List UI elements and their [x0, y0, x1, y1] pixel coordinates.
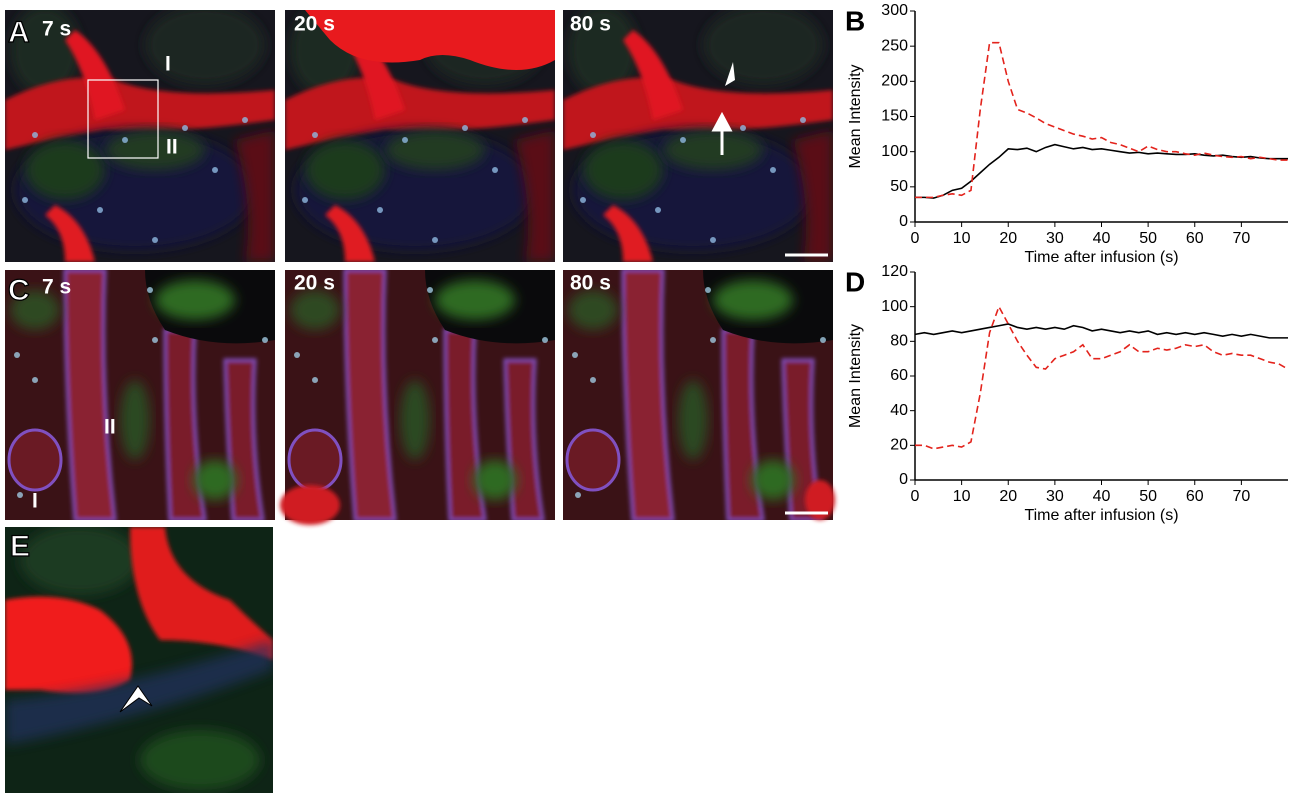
y-tick-label: 300: [881, 2, 908, 19]
x-tick-label: 0: [911, 488, 920, 505]
x-tick-label: 70: [1232, 230, 1250, 247]
frame-time: 7 s: [42, 18, 71, 41]
y-tick-label: 80: [890, 333, 908, 350]
y-axis-title: Mean Intensity: [847, 64, 864, 168]
data-line: [915, 304, 1289, 450]
y-tick-label: 100: [881, 143, 908, 160]
x-tick-label: 60: [1186, 488, 1204, 505]
y-tick-label: 20: [890, 437, 908, 454]
vessel-signal: [305, 10, 555, 70]
frame-time: 20 s: [294, 272, 335, 295]
y-tick-label: 50: [890, 178, 908, 195]
data-line: [915, 41, 1288, 199]
micrograph: [563, 5, 833, 262]
frame-time: 20 s: [294, 13, 335, 36]
frame-time: 80 s: [570, 272, 611, 295]
panel-e: E: [5, 527, 273, 793]
arrowhead: [119, 685, 153, 713]
x-tick-label: 40: [1093, 488, 1111, 505]
x-tick-label: 10: [953, 230, 971, 247]
x-tick-label: 20: [999, 488, 1017, 505]
region-label: II: [104, 416, 116, 439]
frame-time: 7 s: [42, 276, 71, 299]
y-tick-label: 200: [881, 73, 908, 90]
region-label: I: [32, 490, 38, 513]
x-axis-title: Time after infusion (s): [1024, 507, 1178, 524]
y-tick-label: 40: [890, 402, 908, 419]
x-tick-label: 10: [953, 488, 971, 505]
micrograph: [285, 270, 555, 520]
micrograph: [563, 270, 833, 520]
x-tick-label: 0: [911, 230, 920, 247]
region-label: II: [166, 136, 178, 159]
panel-a: A 7 s 20 s 80 s I II: [5, 5, 833, 262]
y-tick-label: 120: [881, 263, 908, 280]
y-axis-title: Mean Intensity: [847, 324, 864, 428]
y-tick-label: 100: [881, 298, 908, 315]
x-tick-label: 30: [1046, 488, 1064, 505]
panel-label: E: [10, 530, 30, 563]
panel-label: C: [8, 274, 30, 307]
x-tick-label: 50: [1139, 230, 1157, 247]
vessel-signal: [805, 480, 835, 520]
line-chart: D 0 20 40 60 80 100 120 0 10 20 30 40 50 60 70 Mean Inte…: [845, 263, 1289, 524]
arrowhead: [725, 62, 745, 86]
x-tick-label: 40: [1093, 230, 1111, 247]
y-tick-label: 0: [899, 471, 908, 488]
vessel-signal: [280, 485, 340, 525]
line-chart: B 0 50 100 150 200 250 300 0 10 20 30 40 50 60 70 Mean I…: [845, 2, 1288, 266]
y-tick-label: 60: [890, 367, 908, 384]
y-tick-label: 250: [881, 37, 908, 54]
x-tick-label: 20: [999, 230, 1017, 247]
frame-time: 80 s: [570, 13, 611, 36]
x-tick-label: 60: [1186, 230, 1204, 247]
x-tick-label: 70: [1232, 488, 1250, 505]
panel-label: D: [845, 266, 865, 297]
x-tick-label: 50: [1139, 488, 1157, 505]
inset-box: [87, 79, 159, 159]
arrow: [711, 111, 733, 155]
data-line: [914, 323, 1288, 339]
x-axis-title: Time after infusion (s): [1024, 249, 1178, 266]
panel-label: A: [8, 16, 30, 49]
panel-label: B: [845, 5, 865, 36]
region-label: I: [165, 53, 171, 76]
data-line: [915, 143, 1288, 199]
panel-c: C 7 s 20 s 80 s II I: [5, 270, 835, 525]
micrograph: [5, 270, 275, 520]
x-tick-label: 30: [1046, 230, 1064, 247]
micrograph: [5, 5, 275, 262]
y-tick-label: 150: [881, 108, 908, 125]
y-tick-label: 0: [899, 213, 908, 230]
